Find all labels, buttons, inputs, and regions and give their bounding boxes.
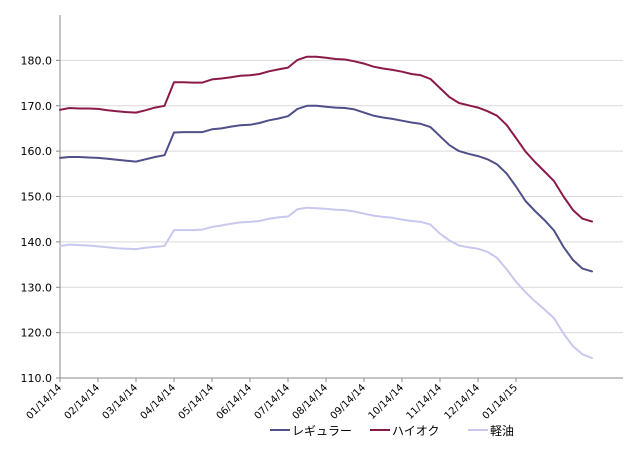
x-tick-label: 01/14/15 bbox=[481, 382, 521, 422]
legend: レギュラー ハイオク 軽油 bbox=[270, 424, 514, 438]
y-tick-label: 130.0 bbox=[21, 281, 53, 294]
legend-label-2: 軽油 bbox=[490, 424, 514, 438]
x-tick-label: 04/14/14 bbox=[139, 382, 179, 422]
x-tick-label: 05/14/14 bbox=[177, 382, 217, 422]
x-tick-label: 12/14/14 bbox=[443, 382, 483, 422]
y-axis-ticks: 110.0 120.0 130.0 140.0 150.0 160.0 170.0 180.0 bbox=[21, 54, 60, 385]
y-tick-label: 150.0 bbox=[21, 191, 53, 204]
x-tick-label: 11/14/14 bbox=[405, 382, 445, 422]
y-tick-label: 110.0 bbox=[21, 372, 53, 385]
y-tick-label: 120.0 bbox=[21, 327, 53, 340]
y-tick-label: 140.0 bbox=[21, 236, 53, 249]
gridlines bbox=[60, 59, 623, 334]
axes bbox=[59, 15, 623, 379]
series-line-0 bbox=[59, 104, 593, 273]
series-line-2 bbox=[59, 206, 593, 359]
x-tick-label: 10/14/14 bbox=[367, 382, 407, 422]
legend-label-1: ハイオク bbox=[392, 424, 440, 438]
x-tick-label: 01/14/14 bbox=[25, 382, 65, 422]
x-tick-label: 08/14/14 bbox=[291, 382, 331, 422]
x-tick-label: 02/14/14 bbox=[63, 382, 103, 422]
x-tick-label: 09/14/14 bbox=[329, 382, 369, 422]
series-line-1 bbox=[59, 55, 593, 223]
legend-label-0: レギュラー bbox=[292, 424, 352, 438]
x-tick-label: 07/14/14 bbox=[253, 382, 293, 422]
y-tick-label: 180.0 bbox=[21, 54, 53, 67]
series-lines bbox=[59, 55, 593, 359]
y-tick-label: 160.0 bbox=[21, 145, 53, 158]
x-tick-label: 03/14/14 bbox=[101, 382, 141, 422]
y-tick-label: 170.0 bbox=[21, 100, 53, 113]
x-axis-ticks: 01/14/1402/14/1403/14/1404/14/1405/14/14… bbox=[25, 378, 521, 422]
x-tick-label: 06/14/14 bbox=[215, 382, 255, 422]
